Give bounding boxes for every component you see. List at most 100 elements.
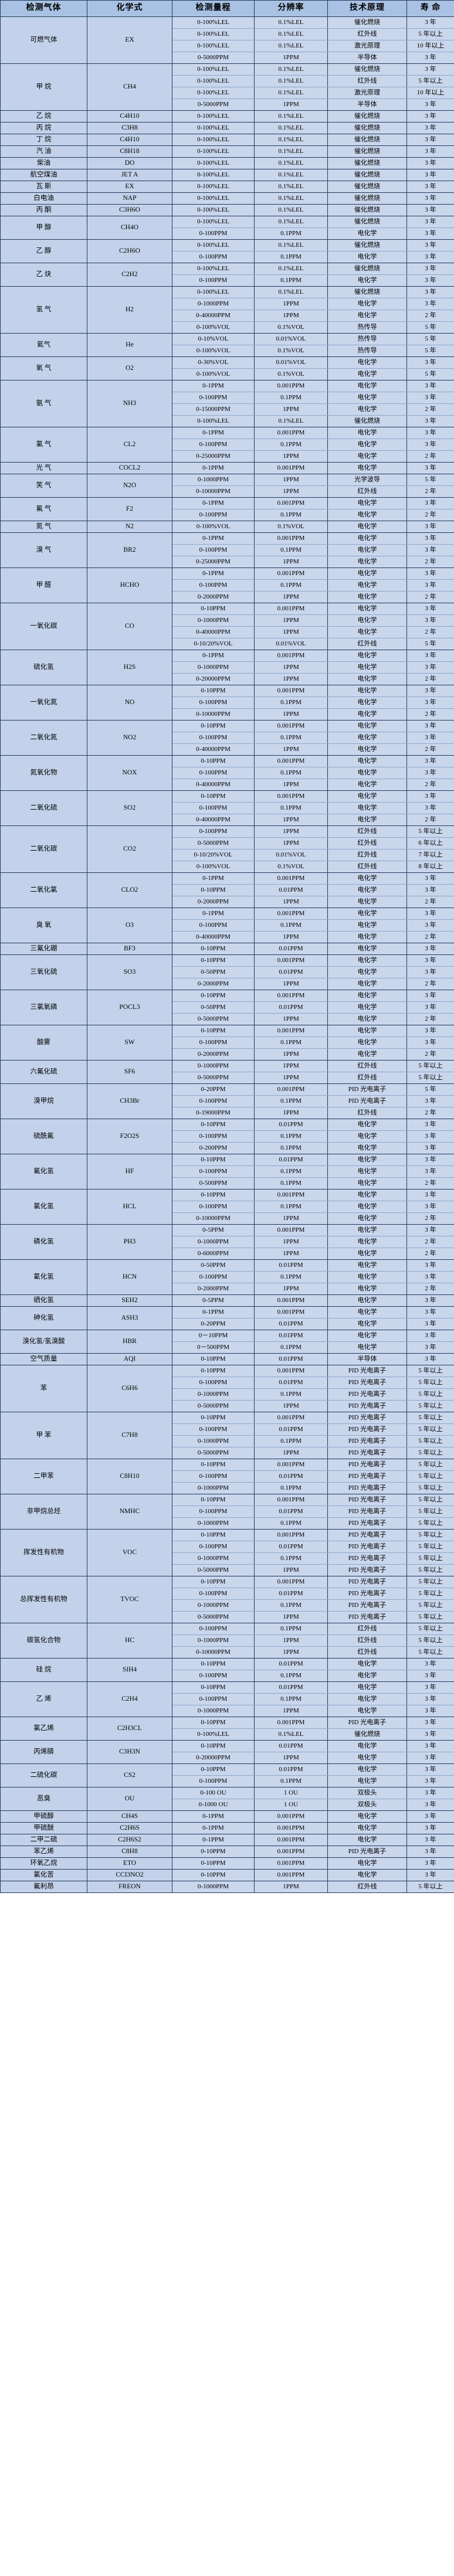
cell-resolution: 1PPM [254, 779, 328, 791]
cell-lifetime: 3 年 [406, 263, 454, 275]
cell-technology: 电化学 [327, 227, 407, 240]
cell-lifetime: 3 年 [406, 661, 454, 674]
table-row: 0-1000PPM 0.1PPM PID 光电离子 5 年以上 [1, 1388, 454, 1401]
cell-technology: 电化学 [327, 1013, 407, 1025]
cell-technology: 电化学 [327, 567, 407, 580]
cell-detection-range: 0-20PPM [172, 1083, 255, 1096]
cell-resolution: 1PPM [254, 1283, 328, 1295]
cell-chemical-formula: C2H6S [87, 1822, 172, 1834]
cell-lifetime: 5 年 [406, 368, 454, 380]
table-row: 氟 气 F2 0-1PPM 0.001PPM 电化学 3 年 [0, 497, 454, 521]
cell-technology: 电化学 [327, 790, 407, 803]
cell-technology: PID 光电离子 [327, 1470, 407, 1483]
cell-detection-range: 0-5000PPM [172, 98, 255, 111]
cell-detection-range: 0-10000PPM [172, 485, 255, 498]
cell-technology: PID 光电离子 [327, 1529, 407, 1541]
cell-resolution: 0.001PPM [254, 1834, 328, 1846]
cell-lifetime: 2 年 [406, 626, 454, 638]
cell-resolution: 1PPM [254, 1564, 328, 1576]
cell-resolution: 1PPM [254, 98, 328, 111]
table-row: 0－500PPM 0.1PPM 电化学 3 年 [1, 1341, 454, 1354]
cell-resolution: 0.1PPM [254, 274, 328, 287]
cell-resolution: 1PPM [254, 814, 328, 826]
cell-chemical-formula: AQI [87, 1353, 172, 1365]
cell-technology: 电化学 [327, 1001, 407, 1014]
table-row: 磷化氢 PH3 0-5PPM 0.001PPM 电化学 3 年 [0, 1224, 454, 1260]
cell-resolution: 0.1%LEL [254, 286, 328, 298]
cell-lifetime: 6 年以上 [406, 837, 454, 849]
cell-detection-range: 0-5000PPM [172, 837, 255, 849]
cell-resolution: 0.1%LEL [254, 122, 328, 134]
cell-technology: PID 光电离子 [327, 1541, 407, 1553]
cell-resolution: 0.1%LEL [254, 87, 328, 99]
table-row: 氨 气 NH3 0-1PPM 0.001PPM 电化学 3 年 [0, 380, 454, 427]
cell-chemical-formula: ETO [87, 1857, 172, 1870]
table-row: 乙 烯 C2H4 0-10PPM 0.01PPM 电化学 3 年 [0, 1681, 454, 1717]
cell-lifetime: 3 年 [406, 169, 454, 181]
cell-resolution: 0.001PPM [254, 567, 328, 580]
table-row: 0-100%VOL 0.1%VOL 电化学 5 年 [1, 368, 454, 380]
cell-resolution: 0.1PPM [254, 1271, 328, 1283]
cell-lifetime: 10 年以上 [406, 87, 454, 99]
cell-gas-name: 二氧化碳 [0, 825, 87, 873]
table-row: 甲 醛 HCHO 0-1PPM 0.001PPM 电化学 3 年 [0, 567, 454, 603]
cell-gas-name: 三氯氧磷 [0, 990, 87, 1025]
cell-technology: 催化燃烧 [327, 110, 407, 123]
table-row: 二氧化碳 CO2 0-100PPM 1PPM 红外线 5 年以上 [0, 825, 454, 873]
cell-detection-range: 0-100%LEL [172, 415, 255, 427]
cell-resolution: 1PPM [254, 708, 328, 721]
cell-resolution: 1PPM [254, 743, 328, 756]
cell-detection-range: 0－10PPM [172, 1330, 255, 1342]
cell-gas-name: 二甲苯 [0, 1459, 87, 1494]
table-row: 乙 炔 C2H2 0-100%LEL 0.1%LEL 催化燃烧 3 年 [0, 263, 454, 287]
cell-resolution: 0.1%LEL [254, 415, 328, 427]
cell-detection-range: 0-100PPM [172, 1423, 255, 1436]
cell-lifetime: 5 年 [406, 474, 454, 486]
cell-gas-name: 丙 烷 [0, 122, 87, 134]
cell-lifetime: 3 年 [406, 356, 454, 369]
table-row: 0-100PPM 0.1PPM 电化学 3 年 [1, 1130, 454, 1143]
cell-detection-range: 0-100PPM [172, 579, 255, 592]
cell-gas-name: 氦气 [0, 333, 87, 357]
cell-technology: 电化学 [327, 1189, 407, 1201]
cell-gas-name: 三氟化硼 [0, 943, 87, 955]
cell-detection-range: 0-100PPM [172, 1201, 255, 1213]
cell-detection-range: 0-100PPM [172, 1541, 255, 1553]
cell-chemical-formula: CCI3NO2 [87, 1869, 172, 1881]
cell-lifetime: 3 年 [406, 216, 454, 228]
cell-technology: 激光原理 [327, 40, 407, 52]
cell-resolution: 1PPM [254, 310, 328, 322]
table-row: 砷化氢 ASH3 0-1PPM 0.001PPM 电化学 3 年 [0, 1306, 454, 1330]
cell-detection-range: 0-1PPM [172, 497, 255, 509]
cell-technology: PID 光电离子 [327, 1552, 407, 1565]
cell-detection-range: 0-100PPM [172, 696, 255, 709]
cell-lifetime: 3 年 [406, 192, 454, 205]
cell-technology: 催化燃烧 [327, 63, 407, 76]
cell-detection-range: 0-100%LEL [172, 239, 255, 252]
cell-lifetime: 5 年以上 [406, 1576, 454, 1588]
cell-resolution: 0.1PPM [254, 1095, 328, 1107]
table-row: 恶臭 OU 0-100 OU 1 OU 双极头 3 年 [0, 1787, 454, 1811]
table-row: 0-2000PPM 1PPM 电化学 2 年 [1, 591, 454, 603]
table-row: 0-40000PPM 1PPM 电化学 2 年 [1, 310, 454, 322]
cell-technology: 电化学 [327, 1236, 407, 1248]
cell-gas-name: 一氧化氮 [0, 685, 87, 721]
cell-technology: 红外线 [327, 1623, 407, 1635]
cell-detection-range: 0-10PPM [172, 1494, 255, 1506]
cell-resolution: 1PPM [254, 626, 328, 638]
table-row: 丙 烷 C3H8 0-100%LEL 0.1%LEL 催化燃烧 3 年 [0, 122, 454, 134]
cell-detection-range: 0-100PPM [172, 1693, 255, 1705]
cell-technology: 电化学 [327, 1130, 407, 1143]
cell-detection-range: 0-10PPM [172, 1365, 255, 1377]
cell-lifetime: 3 年 [406, 63, 454, 76]
cell-resolution: 1PPM [254, 1447, 328, 1459]
cell-gas-name: 二甲二硫 [0, 1834, 87, 1846]
table-row: 溴化氢/氢溴酸 HBR 0－10PPM 0.01PPM 电化学 3 年 [0, 1330, 454, 1354]
cell-chemical-formula: HCN [87, 1259, 172, 1295]
table-row: 0-100PPM 0.1PPM 电化学 3 年 [1, 1670, 454, 1682]
table-row: 0-1000PPM 0.1PPM PID 光电离子 5 年以上 [1, 1552, 454, 1565]
cell-technology: 热传导 [327, 333, 407, 345]
cell-technology: 红外线 [327, 75, 407, 87]
cell-resolution: 0.001PPM [254, 1529, 328, 1541]
cell-detection-range: 0-10PPM [172, 1658, 255, 1670]
